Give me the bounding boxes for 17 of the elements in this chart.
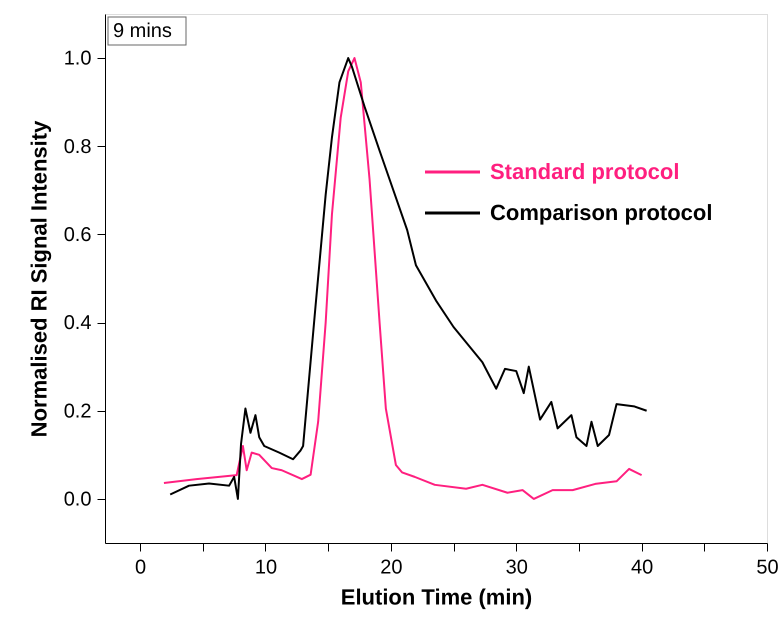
y-tick-label: 0.8 — [64, 136, 92, 158]
x-tick-label: 30 — [506, 556, 528, 578]
x-tick-label: 40 — [630, 556, 654, 578]
x-tick-label: 10 — [254, 556, 278, 578]
y-tick-label: 0.2 — [64, 400, 92, 422]
y-tick-label: 0.6 — [64, 224, 92, 246]
legend-label: Standard protocol — [490, 159, 680, 184]
x-axis-title: Elution Time (min) — [340, 584, 532, 610]
x-tick-label: 50 — [756, 556, 779, 578]
y-tick-label: 1.0 — [64, 48, 92, 70]
x-tick-label: 0 — [135, 556, 146, 578]
annotation: 9 mins — [113, 20, 172, 42]
y-tick-label: 0.0 — [64, 488, 92, 510]
y-axis-title: Normalised RI Signal Intensity — [26, 120, 52, 438]
legend-label: Comparison protocol — [490, 200, 712, 225]
y-tick-label: 0.4 — [64, 312, 92, 334]
x-tick-label: 20 — [380, 556, 402, 578]
